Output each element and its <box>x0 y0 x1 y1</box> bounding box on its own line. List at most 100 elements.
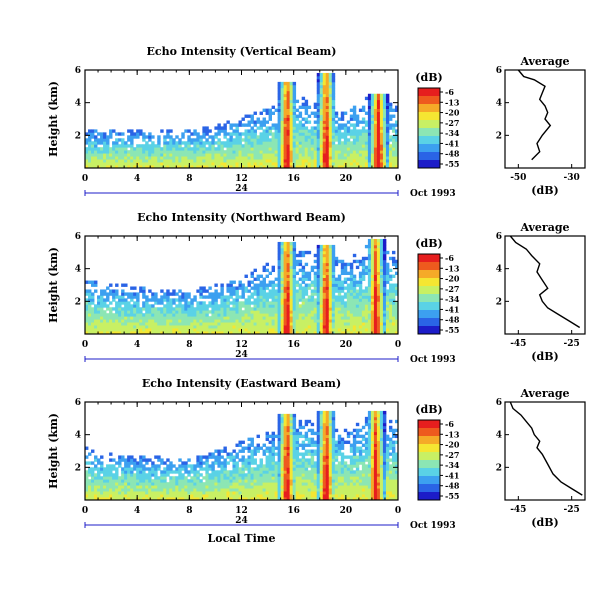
heatmap-cell <box>235 470 238 473</box>
heatmap-cell <box>359 298 362 301</box>
heatmap-cell <box>124 304 127 307</box>
heatmap-cell <box>184 162 187 165</box>
heatmap-cell <box>389 278 392 281</box>
heatmap-cell <box>208 295 211 298</box>
heatmap-cell <box>130 482 133 485</box>
heatmap-cell <box>260 325 263 328</box>
heatmap-cell <box>232 138 235 141</box>
heatmap-cell <box>257 156 260 159</box>
heatmap-cell <box>157 479 160 482</box>
heatmap-cell <box>169 310 172 313</box>
heatmap-cell <box>257 284 260 287</box>
heatmap-cell <box>245 159 248 162</box>
heatmap-cell <box>275 452 278 455</box>
heatmap-cell <box>257 491 260 494</box>
heatmap-cell <box>139 488 142 491</box>
heatmap-cell <box>275 328 278 331</box>
heatmap-cell <box>290 94 293 97</box>
heatmap-cell <box>275 479 278 482</box>
heatmap-cell <box>226 284 229 287</box>
heatmap-cell <box>229 307 232 310</box>
heatmap-cell <box>299 144 302 147</box>
heatmap-cell <box>329 73 332 76</box>
heatmap-cell <box>359 162 362 165</box>
heatmap-cell <box>133 159 136 162</box>
heatmap-cell <box>196 455 199 458</box>
heatmap-cell <box>344 278 347 281</box>
heatmap-cell <box>323 295 326 298</box>
heatmap-cell <box>235 138 238 141</box>
heatmap-cell <box>139 485 142 488</box>
heatmap-cell <box>305 251 308 254</box>
heatmap-cell <box>383 97 386 100</box>
heatmap-cell <box>371 272 374 275</box>
heatmap-cell <box>263 162 266 165</box>
heatmap-cell <box>281 94 284 97</box>
heatmap-cell <box>317 88 320 91</box>
heatmap-cell <box>88 473 91 476</box>
heatmap-cell <box>229 313 232 316</box>
heatmap-cell <box>97 325 100 328</box>
heatmap-cell <box>178 156 181 159</box>
heatmap-cell <box>380 295 383 298</box>
heatmap-cell <box>214 494 217 497</box>
heatmap-cell <box>130 328 133 331</box>
heatmap-cell <box>175 298 178 301</box>
heatmap-cell <box>97 313 100 316</box>
heatmap-cell <box>235 159 238 162</box>
heatmap-cell <box>362 307 365 310</box>
heatmap-cell <box>281 153 284 156</box>
heatmap-cell <box>386 123 389 126</box>
heatmap-cell <box>290 476 293 479</box>
heatmap-cell <box>383 301 386 304</box>
heatmap-cell <box>317 313 320 316</box>
heatmap-cell <box>386 118 389 121</box>
heatmap-cell <box>287 144 290 147</box>
heatmap-cell <box>223 491 226 494</box>
heatmap-cell <box>353 115 356 118</box>
heatmap-cell <box>356 153 359 156</box>
heatmap-cell <box>145 304 148 307</box>
heatmap-cell <box>383 304 386 307</box>
heatmap-cell <box>214 141 217 144</box>
heatmap-cell <box>124 319 127 322</box>
heatmap-cell <box>157 138 160 141</box>
heatmap-cell <box>323 310 326 313</box>
heatmap-cell <box>272 458 275 461</box>
heatmap-cell <box>232 281 235 284</box>
heatmap-cell <box>338 328 341 331</box>
heatmap-cell <box>163 313 166 316</box>
profile-y-tick-label: 6 <box>496 232 502 242</box>
heatmap-cell <box>284 322 287 325</box>
heatmap-cell <box>245 447 248 450</box>
heatmap-cell <box>377 123 380 126</box>
heatmap-cell <box>284 123 287 126</box>
heatmap-cell <box>365 292 368 295</box>
heatmap-cell <box>242 153 245 156</box>
heatmap-cell <box>109 322 112 325</box>
heatmap-cell <box>263 159 266 162</box>
heatmap-cell <box>193 144 196 147</box>
heatmap-cell <box>299 115 302 118</box>
heatmap-cell <box>362 153 365 156</box>
heatmap-cell <box>154 310 157 313</box>
heatmap-cell <box>163 138 166 141</box>
heatmap-cell <box>353 304 356 307</box>
heatmap-cell <box>254 461 257 464</box>
heatmap-cell <box>317 150 320 153</box>
heatmap-cell <box>220 301 223 304</box>
heatmap-cell <box>157 147 160 150</box>
heatmap-cell <box>323 129 326 132</box>
y-tick-label: 4 <box>75 265 81 275</box>
heatmap-cell <box>142 316 145 319</box>
heatmap-cell <box>341 316 344 319</box>
heatmap-cell <box>238 441 241 444</box>
heatmap-title: Echo Intensity (Vertical Beam) <box>146 45 336 58</box>
heatmap-cell <box>145 301 148 304</box>
heatmap-cell <box>154 162 157 165</box>
heatmap-cell <box>145 485 148 488</box>
heatmap-cell <box>220 310 223 313</box>
heatmap-cell <box>281 310 284 313</box>
heatmap-cell <box>115 476 118 479</box>
heatmap-cell <box>226 153 229 156</box>
